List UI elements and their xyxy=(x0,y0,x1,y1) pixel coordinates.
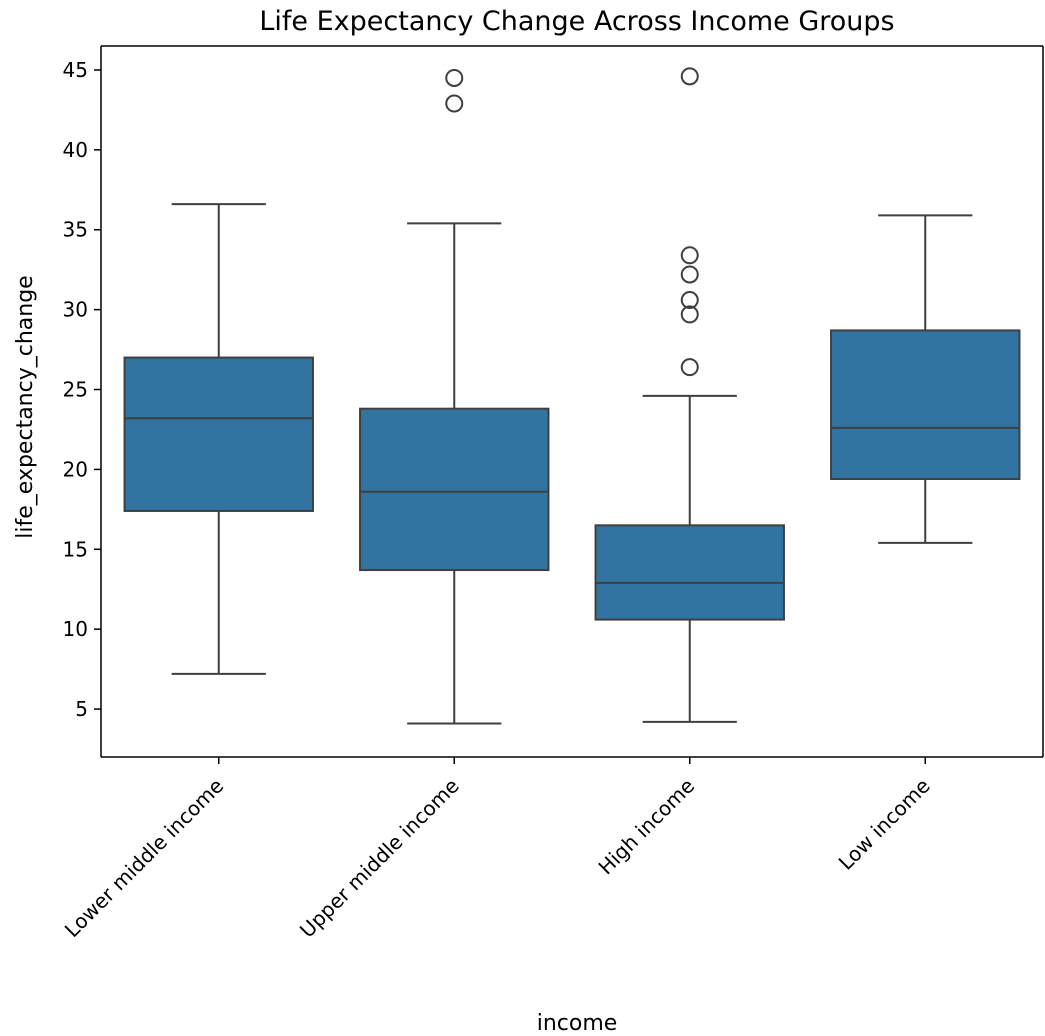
outlier-point xyxy=(445,94,464,113)
outlier-point xyxy=(680,265,699,284)
box-upper-middle-income xyxy=(359,407,550,572)
y-tick-label: 35 xyxy=(63,218,88,242)
x-tick-label: Upper middle income xyxy=(295,774,464,943)
outlier-point xyxy=(680,246,699,265)
x-tick-label: Low income xyxy=(834,774,935,875)
y-tick-label: 30 xyxy=(63,298,88,322)
y-tick-label: 20 xyxy=(63,457,88,481)
x-axis-label: income xyxy=(537,1011,618,1036)
outlier-point xyxy=(680,67,699,86)
y-axis-label: life_expectancy_change xyxy=(13,275,38,538)
outlier-point xyxy=(680,358,699,377)
y-tick-label: 25 xyxy=(63,378,88,402)
box-high-income xyxy=(594,524,785,621)
y-tick-label: 5 xyxy=(75,697,88,721)
box-lower-middle-income xyxy=(123,356,314,512)
y-tick-label: 10 xyxy=(63,617,88,641)
y-tick-label: 15 xyxy=(63,537,88,561)
outlier-point xyxy=(680,291,699,310)
chart-title: Life Expectancy Change Across Income Gro… xyxy=(259,6,894,37)
plot-area: 5 10 15 20 25 30 35 40 45 Lower middle income Uppe… xyxy=(60,45,1044,943)
x-tick-label: Lower middle income xyxy=(60,774,228,942)
x-tick-label: High income xyxy=(594,774,700,880)
outlier-point xyxy=(680,305,699,324)
y-tick-label: 40 xyxy=(63,138,88,162)
y-tick-label: 45 xyxy=(63,58,88,82)
box-low-income xyxy=(830,329,1021,480)
outlier-point xyxy=(445,68,464,87)
